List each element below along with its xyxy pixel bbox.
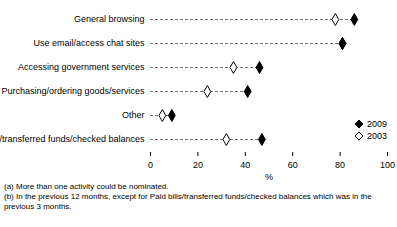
svg-text:100: 100 [380, 160, 395, 170]
svg-text:General browsing: General browsing [74, 14, 145, 24]
svg-text:Accessing government services: Accessing government services [18, 62, 145, 72]
html-text:(a) More than one activity cou: (a) More than one activity could be nomi… [4, 182, 169, 191]
html-text:(b) In the previous 12 months,: (b) In the previous 12 months, except fo… [4, 192, 372, 211]
svg-text:Purchasing/ordering goods/serv: Purchasing/ordering goods/services [1, 86, 145, 96]
svg-text:%: % [265, 172, 273, 182]
svg-text:Paid bills/transferred funds/c: Paid bills/transferred funds/checked bal… [0, 134, 145, 144]
svg-text:40: 40 [240, 160, 250, 170]
svg-text:Other: Other [122, 110, 145, 120]
svg-text:80: 80 [335, 160, 345, 170]
html-text:2003: 2003 [367, 131, 387, 141]
svg-text:Use email/access chat sites: Use email/access chat sites [33, 38, 145, 48]
svg-text:60: 60 [288, 160, 298, 170]
html-text:2009: 2009 [367, 119, 387, 129]
svg-text:0: 0 [148, 160, 153, 170]
svg-text:20: 20 [193, 160, 203, 170]
